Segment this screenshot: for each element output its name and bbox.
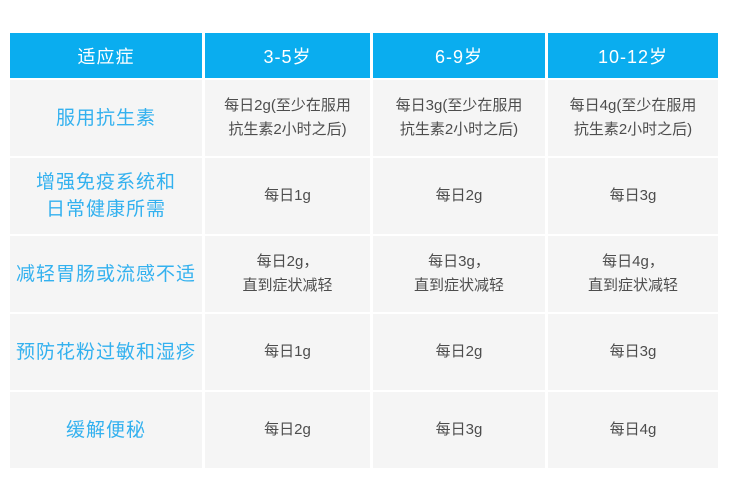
header-cell-indication: 适应症 (10, 33, 202, 78)
header-cell-age-3-5: 3-5岁 (205, 33, 370, 78)
cell-immune-age-10-12: 每日3g (548, 158, 718, 234)
cell-antibiotics-age-10-12: 每日4g(至少在服用 抗生素2小时之后) (548, 80, 718, 156)
cell-constipation-age-10-12: 每日4g (548, 392, 718, 468)
row-label-allergy-eczema: 预防花粉过敏和湿疹 (10, 314, 202, 390)
cell-allergy-age-3-5: 每日1g (205, 314, 370, 390)
row-label-immune-daily-health: 增强免疫系统和 日常健康所需 (10, 158, 202, 234)
header-cell-age-6-9: 6-9岁 (373, 33, 545, 78)
cell-immune-age-3-5: 每日1g (205, 158, 370, 234)
cell-antibiotics-age-3-5: 每日2g(至少在服用 抗生素2小时之后) (205, 80, 370, 156)
cell-immune-age-6-9: 每日2g (373, 158, 545, 234)
row-label-antibiotics: 服用抗生素 (10, 80, 202, 156)
cell-gi-flu-age-3-5: 每日2g， 直到症状减轻 (205, 236, 370, 312)
header-cell-age-10-12: 10-12岁 (548, 33, 718, 78)
dosage-table: 适应症 3-5岁 6-9岁 10-12岁 服用抗生素 每日2g(至少在服用 抗生… (10, 33, 718, 468)
cell-constipation-age-3-5: 每日2g (205, 392, 370, 468)
cell-gi-flu-age-10-12: 每日4g， 直到症状减轻 (548, 236, 718, 312)
cell-allergy-age-6-9: 每日2g (373, 314, 545, 390)
cell-gi-flu-age-6-9: 每日3g， 直到症状减轻 (373, 236, 545, 312)
cell-antibiotics-age-6-9: 每日3g(至少在服用 抗生素2小时之后) (373, 80, 545, 156)
row-label-gi-flu-relief: 减轻胃肠或流感不适 (10, 236, 202, 312)
row-label-constipation: 缓解便秘 (10, 392, 202, 468)
cell-constipation-age-6-9: 每日3g (373, 392, 545, 468)
cell-allergy-age-10-12: 每日3g (548, 314, 718, 390)
